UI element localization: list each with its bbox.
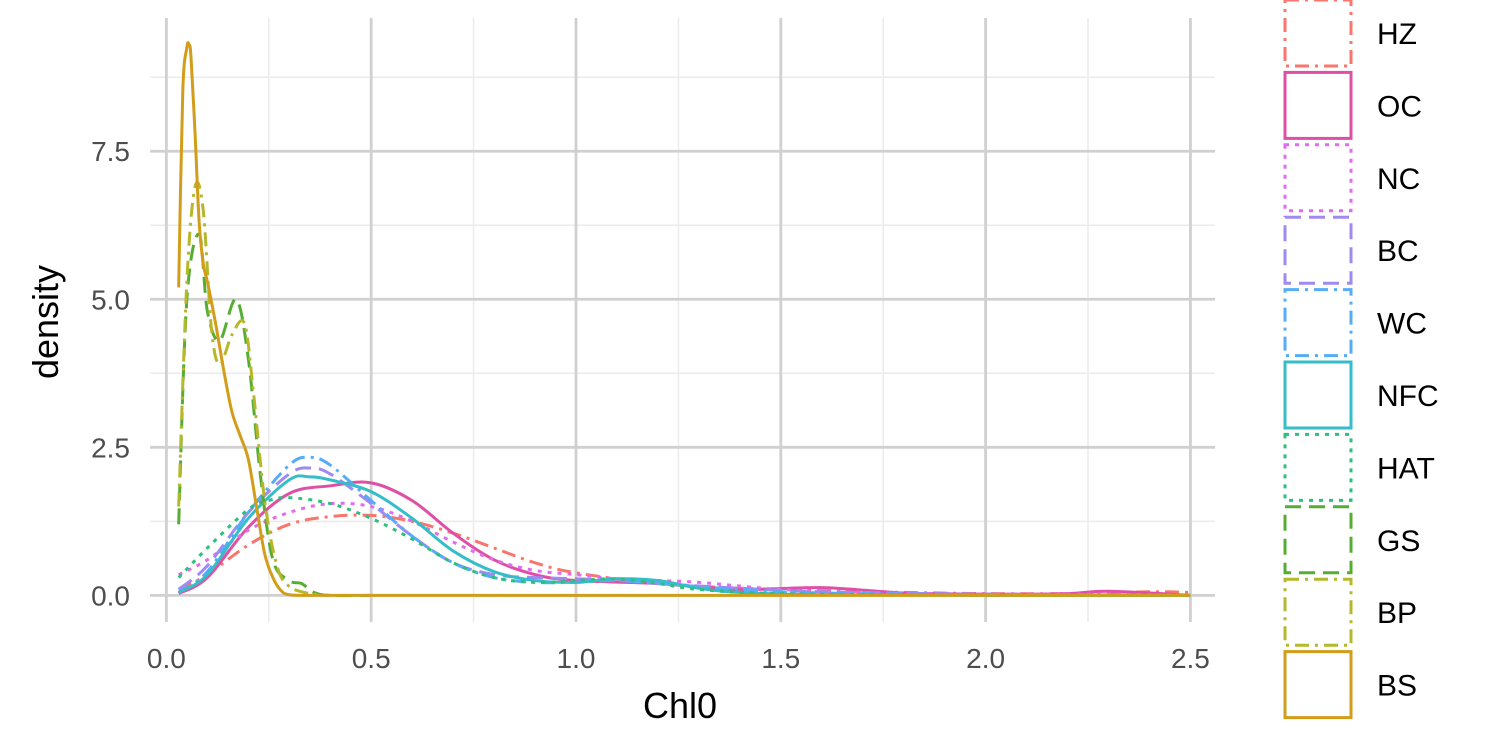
legend-label: BC xyxy=(1377,235,1419,268)
density-curve-oc xyxy=(177,480,1191,597)
legend-key xyxy=(1283,288,1353,358)
y-tick-label: 0.0 xyxy=(91,580,130,611)
legend-item-hat: HAT xyxy=(1283,432,1435,502)
x-tick-label: 2.0 xyxy=(966,643,1005,674)
legend-key xyxy=(1283,143,1353,213)
legend-key xyxy=(1283,0,1353,68)
legend-key xyxy=(1283,360,1353,430)
legend-label: WC xyxy=(1377,308,1427,341)
legend-label: BS xyxy=(1377,670,1417,703)
legend-key xyxy=(1283,432,1353,502)
density-curve-wc xyxy=(177,455,1191,597)
x-axis-title: Chl0 xyxy=(643,685,717,726)
density-curve-nfc xyxy=(177,474,1191,597)
legend-label: OC xyxy=(1377,90,1422,123)
density-curve-bs xyxy=(177,41,1191,597)
legend-item-oc: OC xyxy=(1283,70,1422,140)
legend-key xyxy=(1283,505,1353,575)
x-tick-label: 2.5 xyxy=(1171,643,1210,674)
legend-item-hz: HZ xyxy=(1283,0,1417,68)
legend-item-wc: WC xyxy=(1283,288,1427,358)
y-axis-title: density xyxy=(25,265,66,379)
axis-tick-labels: 0.0 0.5 1.0 1.5 2.0 2.5 0.0 2.5 5.0 7.5 xyxy=(91,136,1210,674)
legend-item-nc: NC xyxy=(1283,143,1420,213)
legend-key xyxy=(1283,650,1353,720)
x-tick-label: 1.0 xyxy=(557,643,596,674)
x-tick-label: 1.5 xyxy=(761,643,800,674)
grid-lines xyxy=(150,18,1215,622)
legend-item-bs: BS xyxy=(1283,650,1417,720)
legend-key xyxy=(1283,577,1353,647)
density-curves xyxy=(177,41,1191,598)
legend-label: HAT xyxy=(1377,452,1435,485)
legend-label: NC xyxy=(1377,163,1420,196)
density-curve-bp xyxy=(177,180,331,597)
legend-label: BP xyxy=(1377,597,1417,630)
density-curve-hat xyxy=(177,496,1191,597)
legend-item-gs: GS xyxy=(1283,505,1420,575)
density-curve-nc xyxy=(177,501,1191,597)
legend-key xyxy=(1283,215,1353,285)
legend-item-bc: BC xyxy=(1283,215,1419,285)
x-tick-label: 0.0 xyxy=(147,643,186,674)
density-curve-hz xyxy=(177,513,1191,596)
y-tick-label: 5.0 xyxy=(91,284,130,315)
legend-label: GS xyxy=(1377,525,1420,558)
y-tick-label: 2.5 xyxy=(91,432,130,463)
x-tick-label: 0.5 xyxy=(352,643,391,674)
legend-label: HZ xyxy=(1377,18,1417,51)
legend-label: NFC xyxy=(1377,380,1439,413)
legend: HZ OC NC BC WC NFC HAT GS BP BS xyxy=(1283,0,1439,720)
legend-item-bp: BP xyxy=(1283,577,1417,647)
legend-key xyxy=(1283,70,1353,140)
y-tick-label: 7.5 xyxy=(91,136,130,167)
legend-item-nfc: NFC xyxy=(1283,360,1439,430)
